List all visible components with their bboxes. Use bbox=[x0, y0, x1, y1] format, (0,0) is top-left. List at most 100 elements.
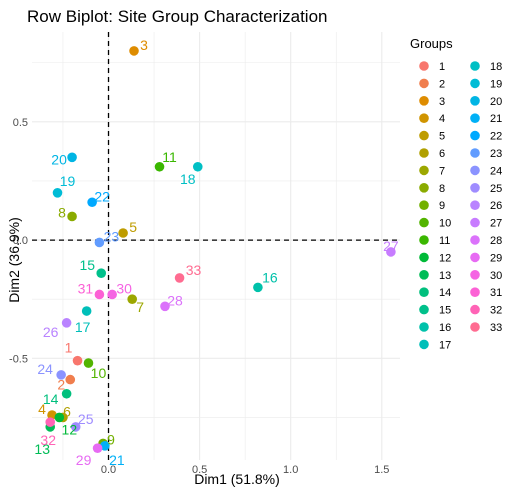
legend-label-19: 19 bbox=[490, 78, 502, 90]
point-labels: 1234567891011121314151617181920212223242… bbox=[34, 37, 398, 468]
point-label-13: 13 bbox=[34, 441, 50, 457]
point-18 bbox=[192, 161, 203, 172]
legend-key-14 bbox=[419, 287, 429, 298]
legend-label-8: 8 bbox=[439, 183, 445, 195]
point-23 bbox=[94, 237, 105, 248]
point-21 bbox=[100, 441, 110, 451]
point-28 bbox=[160, 301, 170, 312]
x-axis-title: Dim1 (51.8%) bbox=[194, 471, 280, 487]
point-11 bbox=[154, 161, 165, 172]
point-label-17: 17 bbox=[75, 319, 91, 335]
legend-key-28 bbox=[470, 235, 480, 245]
legend-label-2: 2 bbox=[439, 78, 445, 90]
point-label-2: 2 bbox=[57, 377, 65, 393]
point-3 bbox=[129, 46, 139, 56]
point-label-24: 24 bbox=[37, 361, 53, 377]
legend-label-29: 29 bbox=[490, 252, 502, 264]
point-label-22: 22 bbox=[94, 188, 110, 204]
legend-title: Groups bbox=[410, 36, 453, 51]
legend-label-31: 31 bbox=[490, 287, 502, 299]
y-tick-label: 0.0 bbox=[13, 235, 28, 247]
legend-key-30 bbox=[470, 270, 480, 280]
legend-key-6 bbox=[419, 148, 429, 158]
legend-key-12 bbox=[419, 252, 429, 263]
axis-ticks: 0.0 0.5 1.0 1.5 -0.5 0.0 0.5 bbox=[9, 117, 389, 476]
legend-label-10: 10 bbox=[439, 218, 451, 230]
point-32 bbox=[45, 417, 56, 427]
point-19 bbox=[52, 187, 63, 198]
x-tick-label: 1.0 bbox=[283, 464, 298, 476]
legend-key-10 bbox=[419, 217, 429, 228]
legend-label-5: 5 bbox=[439, 131, 445, 143]
point-label-16: 16 bbox=[262, 269, 278, 285]
point-label-18: 18 bbox=[180, 171, 196, 187]
point-label-6: 6 bbox=[63, 403, 71, 419]
point-label-8: 8 bbox=[58, 204, 66, 220]
point-label-25: 25 bbox=[78, 411, 94, 427]
legend-key-21 bbox=[470, 113, 480, 123]
legend-label-23: 23 bbox=[490, 148, 502, 160]
point-7 bbox=[127, 294, 137, 305]
point-1 bbox=[72, 355, 83, 366]
legend-key-25 bbox=[470, 183, 480, 193]
y-axis-title: Dim2 (36.9%) bbox=[6, 217, 22, 303]
chart-title: Row Biplot: Site Group Characterization bbox=[27, 7, 327, 26]
reference-lines bbox=[32, 32, 400, 460]
legend-label-14: 14 bbox=[439, 287, 451, 299]
legend-key-24 bbox=[470, 165, 480, 176]
point-12 bbox=[54, 412, 65, 423]
point-label-28: 28 bbox=[167, 292, 183, 308]
point-label-32: 32 bbox=[40, 432, 56, 448]
legend-key-15 bbox=[419, 304, 429, 315]
legend-label-15: 15 bbox=[439, 305, 451, 317]
point-label-5: 5 bbox=[129, 219, 137, 235]
point-label-31: 31 bbox=[78, 280, 94, 296]
data-points bbox=[45, 46, 396, 453]
legend-label-17: 17 bbox=[439, 339, 451, 351]
legend-key-29 bbox=[470, 252, 480, 263]
point-label-1: 1 bbox=[65, 340, 73, 356]
point-14 bbox=[61, 388, 72, 399]
x-tick-label: 0.0 bbox=[101, 464, 116, 476]
point-label-10: 10 bbox=[91, 365, 107, 381]
legend-label-25: 25 bbox=[490, 183, 502, 195]
point-label-27: 27 bbox=[383, 238, 399, 254]
legend-key-26 bbox=[470, 200, 480, 210]
legend-key-13 bbox=[419, 270, 429, 280]
point-17 bbox=[81, 306, 92, 316]
legend-key-9 bbox=[419, 200, 429, 210]
y-tick-label: 0.5 bbox=[13, 117, 28, 129]
point-label-11: 11 bbox=[162, 149, 177, 165]
point-label-20: 20 bbox=[51, 151, 67, 167]
legend-label-33: 33 bbox=[490, 322, 502, 334]
legend-key-1 bbox=[419, 61, 429, 71]
legend: Groups 123456789101112131415161718192021… bbox=[410, 36, 502, 351]
point-27 bbox=[386, 247, 396, 257]
legend-key-23 bbox=[470, 148, 480, 158]
legend-label-13: 13 bbox=[439, 270, 451, 282]
legend-key-7 bbox=[419, 165, 429, 176]
point-label-15: 15 bbox=[79, 257, 95, 273]
y-tick-label: -0.5 bbox=[9, 353, 28, 365]
legend-key-19 bbox=[470, 78, 480, 89]
legend-label-26: 26 bbox=[490, 200, 502, 212]
point-label-19: 19 bbox=[60, 173, 76, 189]
point-8 bbox=[67, 211, 77, 222]
legend-label-28: 28 bbox=[490, 235, 502, 247]
point-label-14: 14 bbox=[43, 391, 59, 407]
legend-key-8 bbox=[419, 183, 429, 193]
legend-label-27: 27 bbox=[490, 218, 502, 230]
legend-label-12: 12 bbox=[439, 252, 451, 264]
legend-key-4 bbox=[419, 113, 429, 123]
legend-label-9: 9 bbox=[439, 200, 445, 212]
x-tick-label: 1.5 bbox=[374, 464, 389, 476]
legend-label-3: 3 bbox=[439, 96, 445, 108]
point-label-33: 33 bbox=[186, 262, 202, 278]
point-24 bbox=[56, 370, 66, 380]
legend-key-33 bbox=[470, 322, 480, 332]
legend-key-20 bbox=[470, 96, 480, 106]
legend-key-2 bbox=[419, 78, 429, 89]
point-31 bbox=[94, 289, 105, 300]
legend-key-22 bbox=[470, 130, 480, 141]
